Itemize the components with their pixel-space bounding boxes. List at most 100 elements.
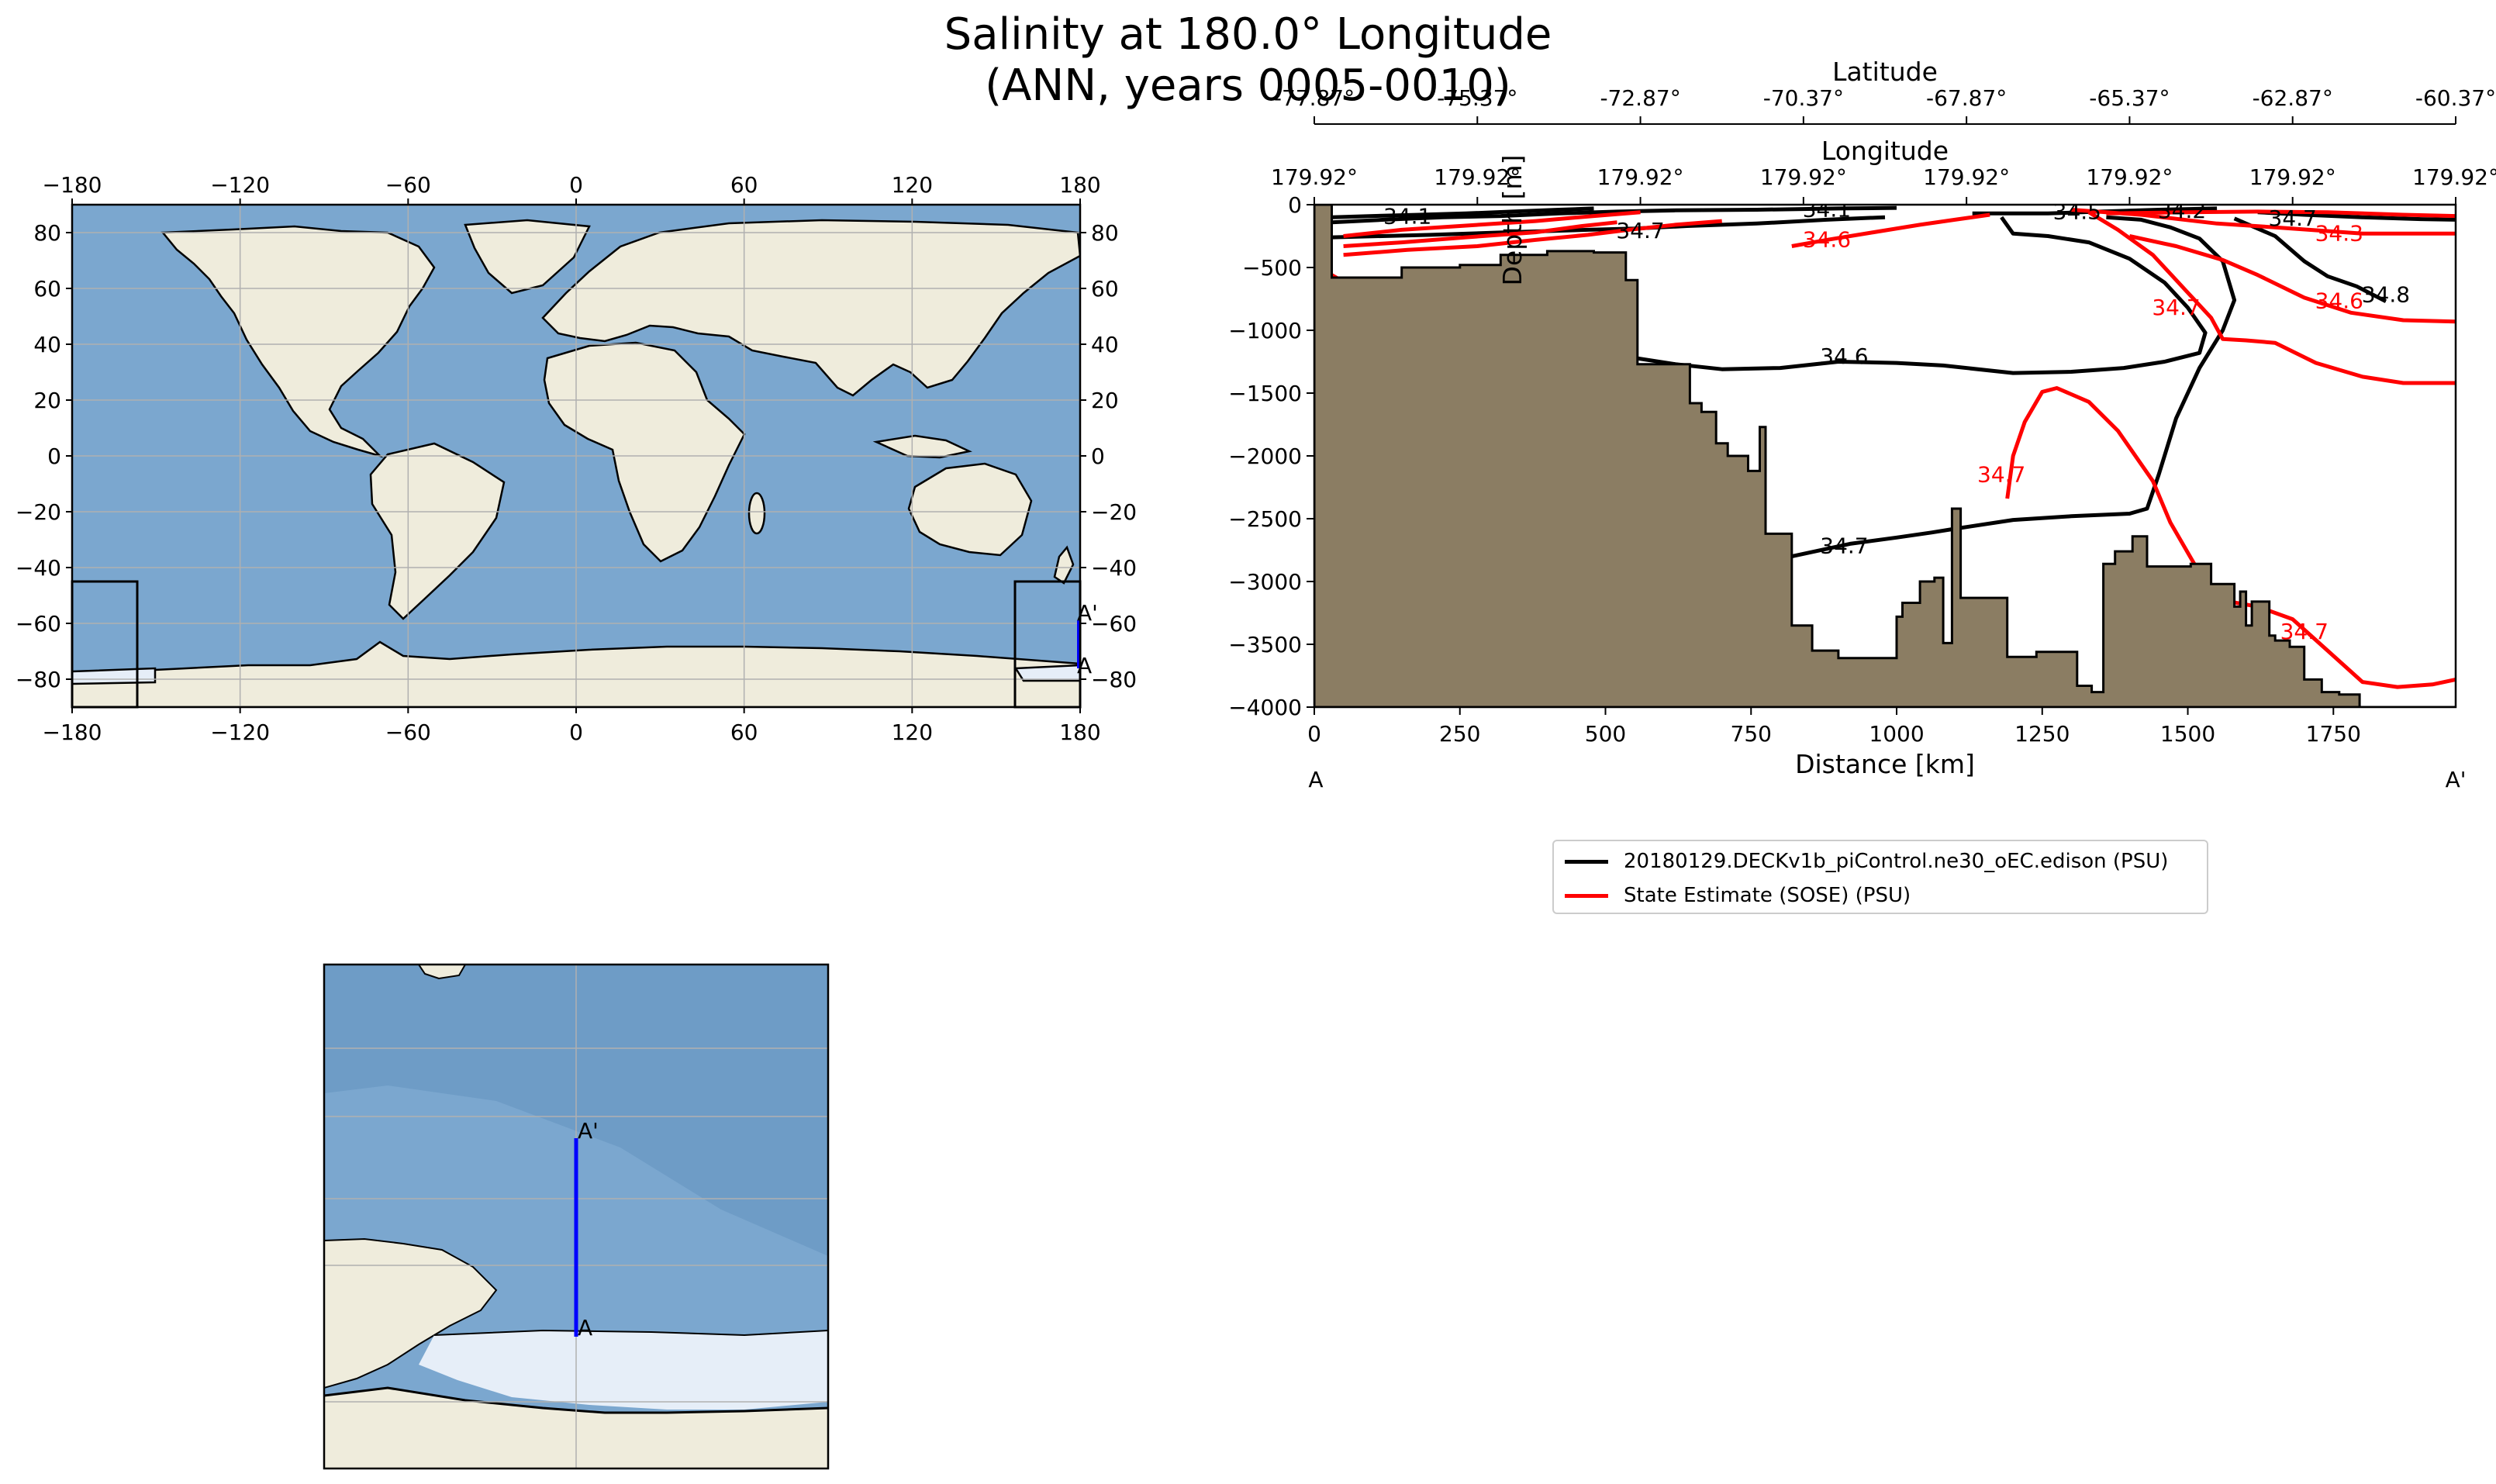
map-lon-label-top: 60 <box>730 172 758 198</box>
model-contour-34.7 <box>2257 210 2456 222</box>
model-contour-34.7 <box>1791 215 2237 559</box>
x-tick-label: 1250 <box>2014 721 2070 747</box>
y-axis-label: Depth [m] <box>1497 155 1528 286</box>
bathymetry <box>1314 205 2456 707</box>
map-lon-label-bottom: −180 <box>43 720 102 745</box>
title-line-2: (ANN, years 0005-0010) <box>985 60 1511 111</box>
obs-contour-label: 34.6 <box>2315 288 2363 314</box>
model-contour-label: 34.1 <box>1383 203 1431 229</box>
map-lat-label-left: 60 <box>33 276 61 302</box>
y-tick-label: −2500 <box>1228 506 1302 532</box>
map-lon-label-bottom: −120 <box>210 720 270 745</box>
longitude-tick-label: 179.92° <box>1760 164 1847 190</box>
obs-contour-34.7 <box>2087 210 2456 385</box>
latitude-tick-label: -75.37° <box>1437 85 1517 111</box>
map-lat-label-right: −60 <box>1091 611 1137 637</box>
map-lat-label-left: −20 <box>16 499 61 525</box>
map-lat-label-left: −60 <box>16 611 61 637</box>
section-axes: 0 250 500 750 1000 1250 1500 1750 0 −500 −1000 −150… <box>1228 85 2496 747</box>
obs-contour-34.7 <box>2005 386 2456 689</box>
land-layer <box>72 219 1080 707</box>
x-tick-label: 750 <box>1731 721 1772 747</box>
x-tick-label: 500 <box>1585 721 1626 747</box>
x-axis-label: Distance [km] <box>1795 749 1975 779</box>
map-lon-label-bottom: 0 <box>569 720 583 745</box>
model-contour-label: 34.7 <box>2269 205 2317 231</box>
obs-contour-34.6 <box>1791 212 1990 248</box>
inset-end-label: A' <box>578 1118 599 1144</box>
map-lon-label-bottom: 180 <box>1059 720 1100 745</box>
inset-land-top <box>417 965 467 980</box>
obs-contour-34.3 <box>2071 208 2456 236</box>
longitude-tick-label: 179.92° <box>2412 164 2496 190</box>
model-contour-label: 34.7 <box>1820 533 1868 559</box>
y-tick-label: −2000 <box>1228 443 1302 469</box>
model-contour-34.5 <box>1972 206 2218 216</box>
section-start-label: A <box>1308 767 1323 792</box>
x-tick-label: 1500 <box>2160 721 2215 747</box>
land-eurasia <box>541 219 1080 397</box>
y-tick-label: −3500 <box>1228 632 1302 657</box>
land-new-zealand <box>1053 545 1075 585</box>
obs-contour-label: 34.7 <box>2280 619 2329 644</box>
obs-contour-34.6 <box>2128 234 2456 324</box>
salinity-section-chart: 34.134.734.134.634.734.5 34.2 34.734.834.6… <box>1228 57 2496 792</box>
model-contour-label: 34.1 <box>1803 196 1851 222</box>
land-australia <box>907 462 1033 557</box>
inset-frame <box>323 963 830 1470</box>
obs-contour-label: 34.6 <box>1803 226 1851 252</box>
longitude-tick-label: 179.92° <box>2086 164 2173 190</box>
obs-contour-label: 34.7 <box>2152 295 2200 320</box>
land-south-america <box>369 442 506 620</box>
map-lat-label-right: −40 <box>1091 555 1137 581</box>
obs-contour-34.3 <box>1343 210 1641 238</box>
map-lat-label-right: 80 <box>1091 220 1119 246</box>
inset-land-left <box>324 1237 498 1389</box>
map-lat-label-right: 20 <box>1091 388 1119 413</box>
latitude-tick-label: -70.37° <box>1763 85 1844 111</box>
obs-contour-label: 34.3 <box>2315 220 2363 246</box>
inset-ice-edge <box>433 1329 828 1337</box>
ice-shelf-weddell <box>72 667 157 685</box>
map-lat-label-left: 40 <box>33 332 61 357</box>
obs-contour-34.5 <box>2106 209 2456 219</box>
x-tick-label: 250 <box>1439 721 1480 747</box>
longitude-tick-label: 179.92° <box>2249 164 2336 190</box>
map-lon-label-bottom: 120 <box>892 720 933 745</box>
longitude-axis-label: Longitude <box>1821 136 1949 166</box>
map-lat-label-left: 0 <box>47 443 61 469</box>
map-lon-label-bottom: 60 <box>730 720 758 745</box>
model-contour-34.3 <box>1331 205 1897 225</box>
land-north-america <box>161 225 436 458</box>
latitude-tick-label: -72.87° <box>1600 85 1680 111</box>
map-lon-label-top: 0 <box>569 172 583 198</box>
model-contour-34.8 <box>2233 216 2387 303</box>
section-end-label: A' <box>2446 767 2467 792</box>
model-contour-label: 34.6 <box>1820 343 1868 369</box>
map-lat-label-right: 40 <box>1091 332 1119 357</box>
longitude-tick-label: 179.92° <box>1271 164 1358 190</box>
y-tick-label: 0 <box>1288 192 1302 218</box>
map-lat-label-left: 80 <box>33 220 61 246</box>
map-lat-label-right: 0 <box>1091 443 1105 469</box>
map-lat-label-right: −20 <box>1091 499 1137 525</box>
latitude-tick-label: -65.37° <box>2089 85 2170 111</box>
legend-item-model: 20180129.DECKv1b_piControl.ne30_oEC.edis… <box>1565 846 2168 877</box>
map-lon-label-top: 120 <box>892 172 933 198</box>
map-lon-label-top: −120 <box>210 172 270 198</box>
x-tick-label: 0 <box>1307 721 1321 747</box>
map-lon-label-top: −60 <box>385 172 431 198</box>
longitude-tick-label: 179.92° <box>1434 164 1521 190</box>
contour-labels: 34.134.734.134.634.734.5 34.2 34.734.834.6… <box>1383 196 2410 644</box>
land-greenland <box>464 219 591 295</box>
inset-coastline <box>324 1386 828 1414</box>
legend-label-model: 20180129.DECKv1b_piControl.ne30_oEC.edis… <box>1624 850 2169 873</box>
land-madagascar <box>747 492 766 535</box>
model-contour-label: 34.5 <box>2053 199 2101 225</box>
model-contour-label: 34.7 <box>1616 218 1664 243</box>
legend-swatch-obs <box>1565 893 1608 898</box>
latitude-tick-label: -77.87° <box>1274 85 1355 111</box>
inset-ice-shelf <box>419 1330 828 1410</box>
map-lat-label-left: 20 <box>33 388 61 413</box>
